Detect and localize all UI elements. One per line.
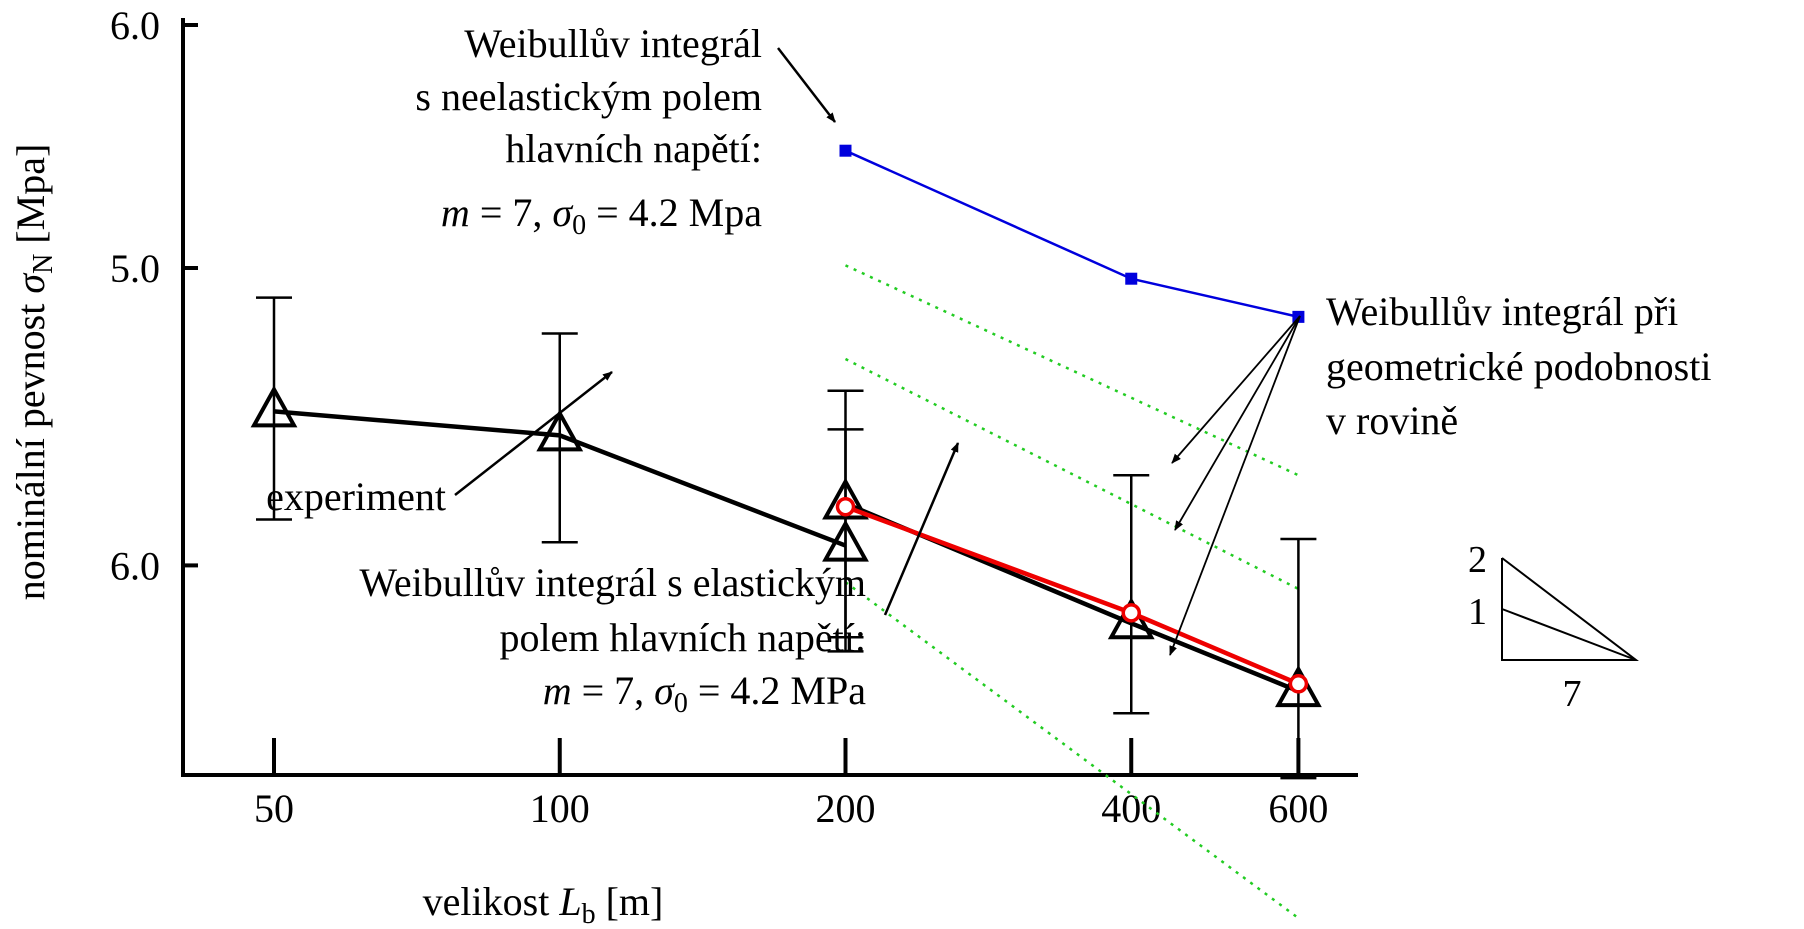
x-axis-label: velikost Lb [m] [423, 879, 664, 929]
neelastic-line [844, 149, 1299, 319]
y-axis-label-prefix: nominální pevnost [8, 294, 53, 601]
reference-line-1 [844, 357, 1299, 591]
slope-label-7: 7 [1563, 673, 1582, 715]
y-tick-label-0: 6.0 [110, 3, 160, 48]
y-axis-label-suffix: [Mpa] [8, 144, 53, 254]
y-axis-label: nominální pevnost σN [Mpa] [8, 144, 59, 601]
annotation-geometric: Weibullův integrál při geometrické podob… [1326, 289, 1711, 443]
annotation-neelastic-line2: s neelastickým polem [415, 74, 762, 119]
reference-line-2 [844, 581, 1300, 920]
x-tick-label-2: 200 [816, 786, 876, 831]
annotation-elastic-line2: polem hlavních napětí: [499, 615, 866, 660]
annotation-geometric-line2: geometrické podobnosti [1326, 344, 1711, 389]
elastic-point-0 [835, 496, 856, 517]
neelastic-sigma-val: = 4.2 Mpa [586, 190, 762, 235]
y-tick-label-3: 3.0 [110, 927, 160, 929]
x-axis-label-sub: b [582, 899, 596, 929]
annotation-neelastic-params: m = 7, σ0 = 4.2 Mpa [441, 190, 762, 241]
annotation-elastic-line1: Weibullův integrál s elastickým [359, 560, 866, 605]
axes [181, 18, 1358, 777]
annotation-neelastic-line3: hlavních napětí: [505, 126, 762, 171]
x-tick-label-4: 600 [1268, 786, 1328, 831]
elastic-point-2 [1288, 674, 1309, 694]
elastic-eq: = 7, [572, 668, 655, 713]
annotation-neelastic: Weibullův integrál s neelastickým polem … [415, 21, 762, 241]
experiment-marker-2 [822, 519, 869, 562]
neelastic-m: m [441, 190, 470, 235]
neelastic-eq: = 7, [470, 190, 553, 235]
elastic-line [844, 504, 1300, 686]
annotation-experiment: experiment [266, 474, 446, 519]
neelastic-sigma: σ [552, 190, 573, 235]
elastic-sigma-sub: 0 [674, 688, 688, 719]
arrow-geometric-upper [1171, 315, 1301, 464]
y-tick-label-2: 6.0 [110, 543, 160, 588]
x-axis-label-var: L [558, 879, 581, 924]
arrow-elastic [883, 442, 960, 616]
arrow-geometric-middle [1174, 315, 1301, 531]
annotation-elastic-params: m = 7, σ0 = 4.2 MPa [543, 668, 867, 719]
elastic-point-1 [1121, 603, 1141, 623]
x-tick-label-3: 400 [1101, 786, 1161, 831]
reference-line-0 [844, 264, 1299, 477]
elastic-sigma: σ [654, 668, 675, 713]
experiment-marker-b0 [822, 477, 869, 520]
elastic-sigma-val: = 4.2 MPa [688, 668, 866, 713]
slope-triangle-shape [1501, 557, 1639, 661]
arrow-neelastic [777, 47, 836, 123]
annotation-elastic: Weibullův integrál s elastickým polem hl… [359, 560, 866, 719]
x-tick-label-0: 50 [254, 786, 294, 831]
y-axis-label-var: σ [8, 273, 53, 294]
neelastic-point-0 [839, 144, 852, 157]
y-tick-label-1: 5.0 [110, 246, 160, 291]
elastic-series [835, 496, 1309, 694]
neelastic-point-1 [1125, 272, 1138, 285]
slope-label-2: 2 [1468, 539, 1487, 581]
x-axis-label-suffix: [m] [596, 879, 664, 924]
x-axis-label-prefix: velikost [423, 879, 560, 924]
y-ticks: 6.0 5.0 6.0 3.0 [110, 3, 198, 929]
slope-triangle-lower-slope [1501, 608, 1637, 661]
annotation-geometric-line3: v rovině [1326, 398, 1458, 443]
arrow-geometric-lower [1169, 315, 1301, 656]
arrow-experiment [454, 371, 613, 496]
elastic-m: m [543, 668, 572, 713]
neelastic-sigma-sub: 0 [572, 210, 586, 241]
slope-label-1: 1 [1468, 591, 1487, 633]
reference-lines [844, 264, 1300, 920]
experiment-series [250, 296, 1322, 780]
experiment-marker-b2 [1275, 664, 1322, 708]
x-ticks: 50 100 200 400 600 [254, 738, 1328, 831]
annotation-geometric-line1: Weibullův integrál při [1326, 289, 1678, 334]
slope-triangle: 2 1 7 [1468, 539, 1639, 715]
y-axis-label-sub: N [28, 254, 59, 274]
x-tick-label-1: 100 [530, 786, 590, 831]
experiment-marker-1 [536, 409, 584, 452]
neelastic-series [839, 144, 1305, 323]
annotation-neelastic-line1: Weibullův integrál [464, 21, 762, 66]
experiment-marker-0 [250, 385, 298, 428]
